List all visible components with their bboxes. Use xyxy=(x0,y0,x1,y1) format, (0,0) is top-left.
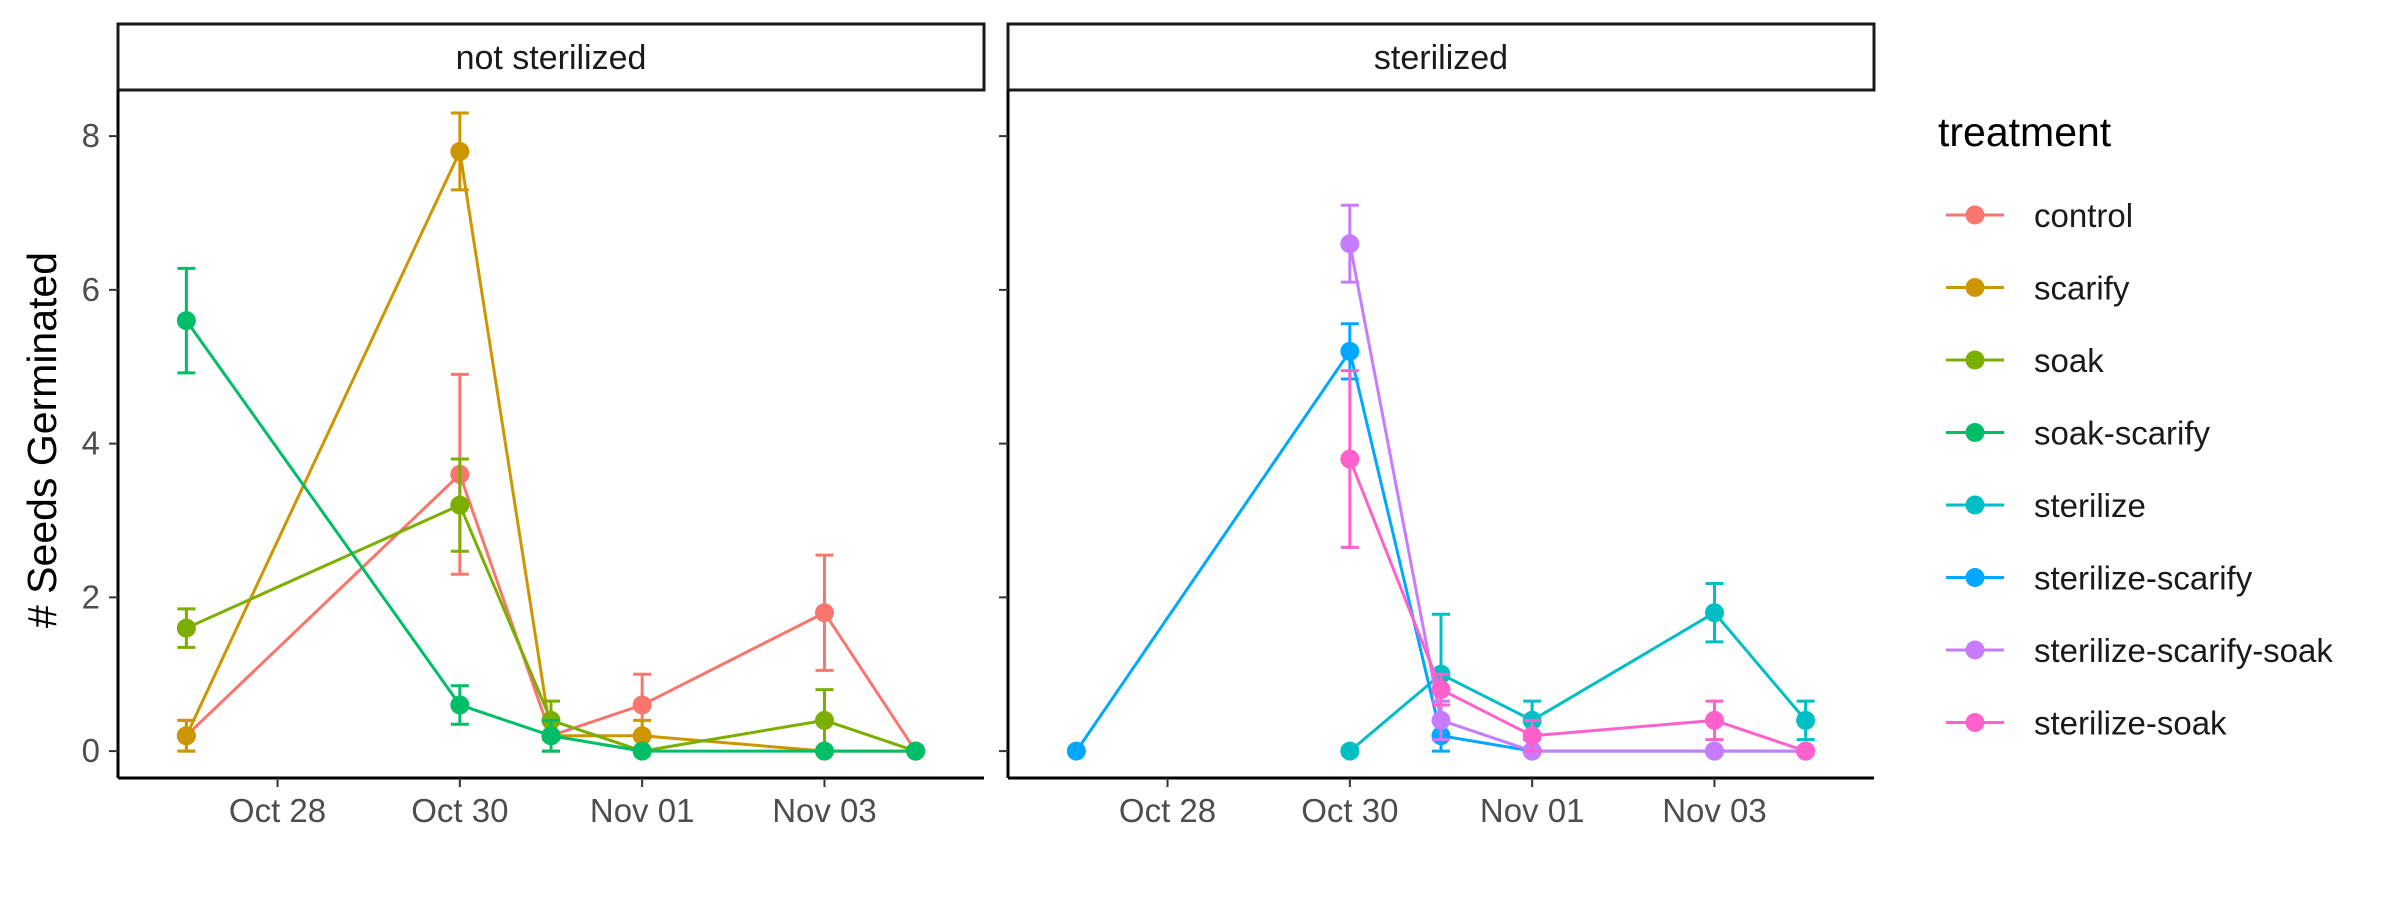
legend-item-scarify: scarify xyxy=(1946,270,2130,307)
legend-item-soak-scarify: soak-scarify xyxy=(1946,415,2211,452)
point-sterilize-soak xyxy=(1340,449,1360,469)
point-sterilize-soak xyxy=(1704,710,1724,730)
y-tick-label: 8 xyxy=(82,117,100,154)
point-scarify xyxy=(450,141,470,161)
point-soak-scarify xyxy=(814,741,834,761)
line-soak xyxy=(185,503,917,753)
line-sterilize-scarify-soak xyxy=(1348,243,1806,753)
panel-sterilized: sterilized Oct 28 Oct 30 Nov 01 Nov 03 xyxy=(999,22,1876,829)
legend: treatment control scarify soak soak-scarify s… xyxy=(1938,109,2333,742)
point-control xyxy=(814,603,834,623)
series-sterilize-soak xyxy=(1340,369,1816,761)
legend-label-sterilize-scarify: sterilize-scarify xyxy=(2034,560,2253,597)
strip-label-sterilized: sterilized xyxy=(1374,39,1508,77)
point-soak xyxy=(176,618,196,638)
legend-label-sterilize-soak: sterilize-soak xyxy=(2034,705,2227,742)
point-scarify xyxy=(632,726,652,746)
point-sterilize xyxy=(1796,710,1816,730)
legend-key-point-scarify xyxy=(1965,278,1985,297)
legend-label-sterilize-scarify-soak: sterilize-scarify-soak xyxy=(2034,632,2333,669)
x-tick-label: Nov 03 xyxy=(772,792,877,829)
legend-item-sterilize-scarify: sterilize-scarify xyxy=(1946,560,2253,597)
point-sterilize-scarify xyxy=(1340,341,1360,361)
series-soak-scarify xyxy=(176,266,926,761)
series-sterilize-scarify-soak xyxy=(1340,203,1816,761)
point-soak-scarify xyxy=(632,741,652,761)
point-sterilize-soak xyxy=(1522,726,1542,746)
facet-panels: not sterilized Oct 28 Oct 30 Nov 01 Nov 03 0 2… xyxy=(82,22,1876,829)
legend-item-control: control xyxy=(1946,197,2133,234)
point-sterilize-scarify-soak xyxy=(1704,741,1724,761)
legend-item-soak: soak xyxy=(1946,342,2104,379)
point-soak-scarify xyxy=(450,695,470,715)
x-tick-label: Nov 01 xyxy=(1480,792,1585,829)
legend-item-sterilize-scarify-soak: sterilize-scarify-soak xyxy=(1946,632,2333,669)
y-axis-title: # Seeds Germinated xyxy=(19,252,65,628)
legend-label-scarify: scarify xyxy=(2034,270,2130,307)
point-sterilize-soak xyxy=(1431,680,1451,700)
legend-item-sterilize: sterilize xyxy=(1946,487,2146,524)
point-sterilize-scarify-soak xyxy=(1431,710,1451,730)
x-tick-label: Nov 01 xyxy=(590,792,695,829)
legend-title: treatment xyxy=(1938,109,2112,155)
y-tick-label: 2 xyxy=(82,578,100,615)
point-sterilize xyxy=(1704,603,1724,623)
legend-key-point-sterilize xyxy=(1965,495,1985,515)
point-soak-scarify xyxy=(541,726,561,746)
series-soak xyxy=(176,457,926,761)
point-sterilize xyxy=(1340,741,1360,761)
line-scarify xyxy=(185,149,916,753)
strip-not-sterilized xyxy=(116,22,986,92)
legend-label-soak-scarify: soak-scarify xyxy=(2034,415,2211,452)
point-sterilize-soak xyxy=(1796,741,1816,761)
line-control xyxy=(185,472,917,752)
x-tick-label: Oct 28 xyxy=(1119,792,1216,829)
panel-not-sterilized: not sterilized Oct 28 Oct 30 Nov 01 Nov 03 0 2… xyxy=(82,22,986,829)
legend-label-sterilize: sterilize xyxy=(2034,487,2146,524)
point-sterilize-scarify-soak xyxy=(1340,234,1360,254)
legend-key-point-sterilize-scarify-soak xyxy=(1965,640,1985,660)
legend-key-point-sterilize-soak xyxy=(1965,713,1985,732)
y-tick-label: 4 xyxy=(82,425,100,462)
point-scarify xyxy=(176,726,196,746)
x-tick-label: Oct 30 xyxy=(411,792,508,829)
point-sterilize-scarify xyxy=(1066,741,1086,761)
line-soak-scarify xyxy=(185,319,916,753)
series-scarify xyxy=(176,111,926,761)
x-tick-label: Nov 03 xyxy=(1662,792,1767,829)
legend-key-point-soak-scarify xyxy=(1965,423,1985,442)
point-control xyxy=(632,695,652,715)
legend-label-control: control xyxy=(2034,197,2133,234)
legend-key-point-soak xyxy=(1965,350,1985,370)
legend-label-soak: soak xyxy=(2034,342,2104,379)
legend-key-point-sterilize-scarify xyxy=(1965,568,1985,587)
strip-label-not-sterilized: not sterilized xyxy=(456,39,647,77)
point-soak-scarify xyxy=(906,741,926,761)
point-soak-scarify xyxy=(176,311,196,331)
legend-key-point-control xyxy=(1965,205,1985,225)
strip-sterilized xyxy=(1006,22,1876,92)
y-tick-label: 6 xyxy=(82,271,100,308)
y-tick-label: 0 xyxy=(82,732,100,769)
point-soak xyxy=(814,710,834,730)
legend-item-sterilize-soak: sterilize-soak xyxy=(1946,705,2227,742)
x-tick-label: Oct 30 xyxy=(1301,792,1398,829)
x-tick-label: Oct 28 xyxy=(229,792,326,829)
point-soak xyxy=(450,495,470,515)
